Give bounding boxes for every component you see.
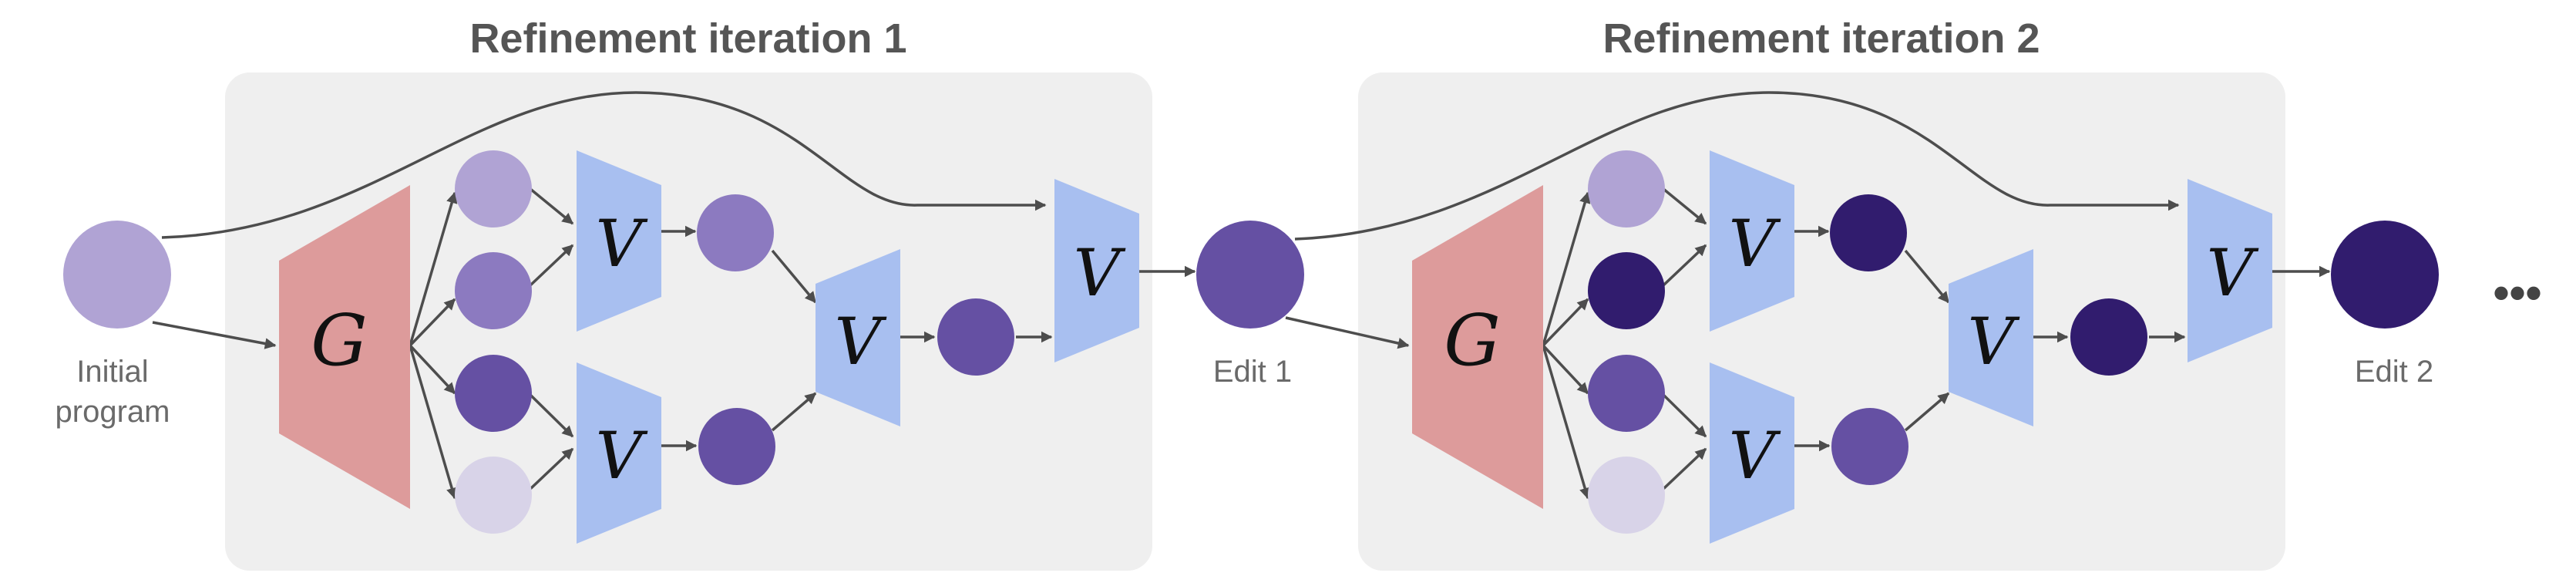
- candidate-node-1a: [455, 150, 532, 227]
- edge-gen2-to-node-d: [1542, 345, 1591, 500]
- generator-block-1: [279, 185, 410, 509]
- skip-edge-2: [1294, 91, 2180, 241]
- candidate-node-2b: [1588, 252, 1665, 329]
- edit-1-node: [1196, 221, 1304, 329]
- edge-node2-c-to-v2b: [1662, 393, 1707, 438]
- edge-gen2-to-node-b: [1542, 298, 1589, 347]
- edge-gen1-to-node-b: [409, 298, 456, 347]
- iteration-1-title: Refinement iteration 1: [469, 15, 906, 62]
- verifier-block-2c: [1949, 249, 2033, 426]
- winner-node-1f: [698, 408, 775, 485]
- verifier-symbol-1b: V: [596, 418, 648, 494]
- candidate-node-2a: [1588, 150, 1665, 227]
- edit-2-node: [2331, 221, 2439, 329]
- winner-node-2e: [1830, 194, 1907, 271]
- edge-gen1-to-node-a: [409, 191, 458, 346]
- winner-node-2f: [1831, 408, 1908, 485]
- candidate-node-2d: [1588, 457, 1665, 534]
- verifier-symbol-1c: V: [835, 304, 887, 379]
- edge-node2-d-to-v2b: [1662, 447, 1707, 490]
- verifier-block-1d: [1054, 179, 1139, 362]
- edge-node2-e-to-v2c: [1904, 249, 1950, 304]
- edge-node2-b-to-v2a: [1662, 244, 1707, 287]
- initial-program-label-line1: Initial: [76, 355, 148, 389]
- initial-program-label-line2: program: [55, 395, 170, 429]
- iteration-2-title: Refinement iteration 2: [1602, 15, 2040, 62]
- verifier-block-1a: [577, 150, 661, 332]
- verifier-block-1c: [816, 249, 900, 426]
- winner-node-2g: [2070, 298, 2147, 376]
- verifier-symbol-2d: V: [2207, 235, 2259, 311]
- generator-symbol-1: G: [311, 299, 368, 382]
- edge-node-f-to-v1c: [771, 392, 817, 432]
- candidate-node-2c: [1588, 355, 1665, 432]
- edge-node2-f-to-v2c: [1904, 392, 1950, 432]
- edge-gen2-to-node-a: [1542, 191, 1591, 346]
- candidate-node-1c: [455, 355, 532, 432]
- verifier-block-2a: [1710, 150, 1794, 332]
- edge-node-e-to-v1c: [771, 249, 817, 304]
- generator-block-2: [1412, 185, 1543, 509]
- verifier-block-2b: [1710, 362, 1794, 544]
- candidate-node-1d: [455, 457, 532, 534]
- candidate-node-1b: [455, 252, 532, 329]
- edge-node2-a-to-v2a: [1662, 187, 1707, 225]
- verifier-symbol-2a: V: [1729, 206, 1781, 281]
- edge-node-b-to-v1a: [529, 244, 574, 287]
- initial-program-node: [63, 221, 171, 329]
- edge-initial-to-generator-1: [152, 321, 277, 349]
- verifier-symbol-2b: V: [1729, 418, 1781, 494]
- edge-gen2-to-node-c: [1542, 344, 1589, 395]
- verifier-symbol-1d: V: [1074, 235, 1126, 311]
- skip-edge-1: [161, 91, 1047, 239]
- winner-node-1e: [697, 194, 774, 271]
- edge-node-d-to-v1b: [529, 447, 574, 490]
- winner-node-1g: [937, 298, 1014, 376]
- edge-node-c-to-v1b: [529, 393, 574, 438]
- verifier-symbol-2c: V: [1968, 304, 2020, 379]
- verifier-block-1b: [577, 362, 661, 544]
- edit-1-label: Edit 1: [1213, 355, 1292, 389]
- verifier-block-2d: [2188, 179, 2272, 362]
- edge-node-a-to-v1a: [529, 187, 574, 225]
- edge-gen1-to-node-d: [409, 345, 458, 500]
- edge-edit1-to-generator-2: [1285, 316, 1410, 349]
- edit-2-label: Edit 2: [2355, 355, 2433, 389]
- verifier-symbol-1a: V: [596, 206, 648, 281]
- edge-gen1-to-node-c: [409, 344, 456, 395]
- generator-symbol-2: G: [1444, 299, 1501, 382]
- continuation-dots: •••: [2493, 267, 2541, 318]
